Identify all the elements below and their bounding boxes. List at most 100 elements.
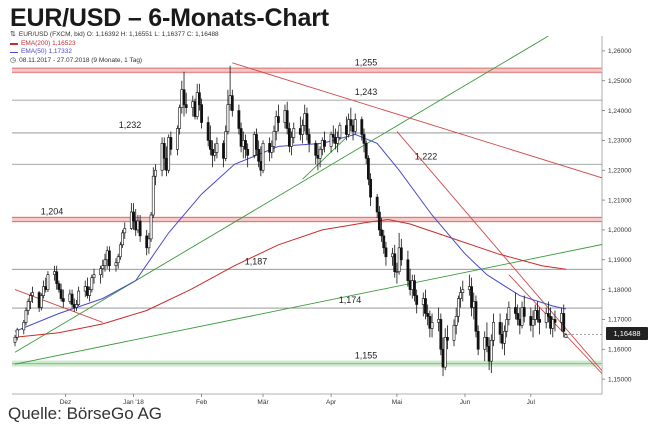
candle	[101, 259, 105, 278]
y-tick-label: 1,19000	[608, 257, 632, 264]
candle	[257, 140, 261, 168]
candle-body	[520, 307, 524, 326]
candle	[200, 98, 203, 129]
candle	[129, 203, 133, 230]
candle-body	[195, 92, 199, 117]
candle-body	[415, 295, 419, 305]
candle	[259, 146, 263, 177]
candle	[360, 116, 364, 141]
candle	[290, 131, 293, 156]
candle-body	[424, 298, 427, 314]
candle-body	[154, 169, 157, 177]
candle-body	[307, 134, 311, 144]
candle	[107, 246, 111, 272]
ema200-text: EMA(200) 1,16523	[21, 39, 76, 47]
ohlc-line: ⇅ EUR/USD (FXCM, bid) O: 1,16392 H: 1,16…	[10, 31, 219, 40]
candle	[364, 140, 368, 165]
candle	[208, 125, 212, 156]
candle-body	[320, 140, 324, 150]
candle-body	[224, 131, 228, 159]
candle-body	[375, 196, 379, 213]
candle	[195, 83, 199, 120]
candle-body	[483, 337, 487, 350]
trendline-red	[232, 62, 602, 179]
candle	[226, 89, 230, 135]
candle	[531, 310, 535, 338]
candle	[384, 241, 388, 266]
candle-body	[197, 92, 201, 105]
candle-body	[99, 268, 103, 275]
candle	[270, 140, 274, 159]
candle-body	[533, 310, 537, 320]
candle	[421, 292, 425, 317]
x-tick-label: Dez	[60, 399, 72, 406]
candle-body	[472, 301, 476, 308]
candle	[349, 107, 353, 132]
level-label: 1,187	[245, 256, 268, 266]
candle	[470, 277, 473, 317]
trendline-red	[508, 274, 602, 375]
candle-body	[114, 262, 118, 267]
resistance-zone	[12, 67, 602, 74]
candle-body	[285, 110, 289, 129]
candle	[75, 300, 78, 312]
candle	[255, 128, 258, 156]
candle-body	[261, 143, 265, 171]
candle	[415, 289, 419, 314]
candle	[474, 295, 478, 338]
candle	[37, 291, 41, 312]
candle	[252, 131, 256, 159]
candle	[213, 143, 217, 162]
candle-body	[562, 313, 566, 332]
candle-body	[314, 143, 318, 156]
candle-body	[147, 238, 151, 249]
candle	[430, 313, 434, 338]
ema50-swatch	[10, 51, 18, 53]
candle-body	[334, 137, 337, 144]
ema200-legend: EMA(200) 1,16523	[10, 40, 219, 49]
candle-body	[222, 143, 225, 159]
candle	[399, 238, 403, 266]
candle-body	[461, 289, 465, 293]
candle-body	[426, 313, 430, 317]
candle	[191, 95, 195, 117]
candle-body	[395, 271, 399, 273]
candle-body	[498, 322, 502, 335]
candle-body	[553, 319, 557, 323]
candle-body	[505, 319, 509, 332]
candle	[347, 113, 351, 138]
level-label: 1,174	[339, 295, 362, 305]
candle	[239, 122, 243, 153]
candle-body	[276, 116, 280, 123]
candle	[503, 325, 506, 356]
candle	[114, 258, 118, 272]
candle	[193, 98, 197, 120]
level-label: 1,155	[355, 351, 378, 361]
candle-body	[178, 107, 182, 129]
candle	[292, 122, 296, 144]
candle-body	[151, 175, 155, 216]
candle	[241, 131, 245, 159]
candle-body	[136, 220, 140, 231]
x-tick-label: Jul	[527, 399, 536, 406]
candle-body	[301, 125, 304, 135]
candle-body	[268, 143, 272, 153]
trendline-red	[14, 289, 103, 323]
candle	[13, 334, 17, 347]
candle	[428, 310, 432, 338]
candle-body	[77, 290, 81, 305]
candle	[377, 206, 381, 236]
candle	[162, 137, 166, 171]
candle	[472, 292, 476, 320]
candle	[59, 283, 63, 302]
candle	[77, 286, 81, 306]
candle	[28, 292, 32, 309]
clock-icon: ◷	[10, 56, 17, 64]
candle-body	[149, 214, 153, 240]
candle-body	[272, 131, 276, 147]
candle-body	[259, 161, 263, 171]
candle-body	[443, 337, 447, 368]
candle	[305, 107, 309, 141]
candle-body	[46, 274, 50, 290]
candle	[443, 328, 447, 371]
